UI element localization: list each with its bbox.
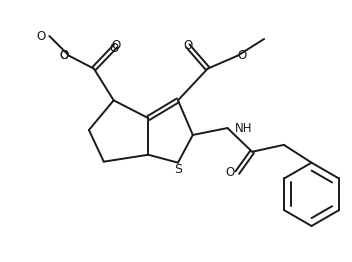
Text: O: O <box>59 49 69 62</box>
Text: O: O <box>226 166 235 179</box>
Text: O: O <box>59 49 69 62</box>
Text: S: S <box>174 163 182 176</box>
Text: O: O <box>238 49 247 62</box>
Text: O: O <box>109 42 118 55</box>
Text: O: O <box>183 39 193 52</box>
Text: O: O <box>37 30 46 42</box>
Text: O: O <box>111 39 120 52</box>
Text: NH: NH <box>235 122 253 134</box>
